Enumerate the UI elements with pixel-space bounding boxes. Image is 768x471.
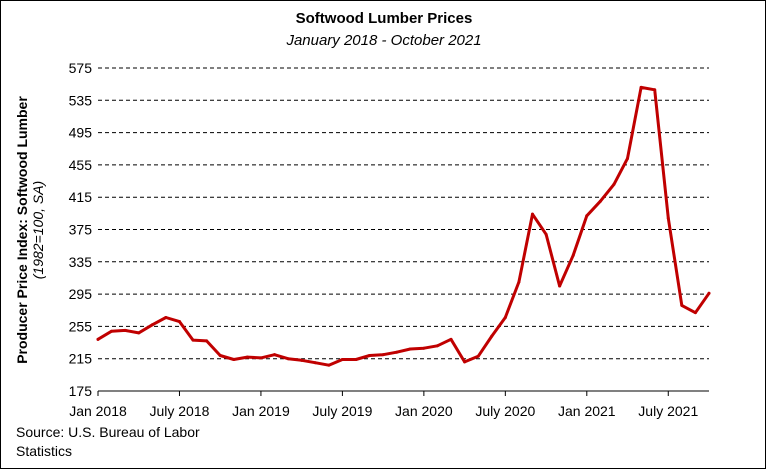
data-point bbox=[381, 353, 385, 357]
data-point bbox=[435, 344, 439, 348]
data-point bbox=[273, 353, 277, 357]
source-note: Source: U.S. Bureau of Labor Statistics bbox=[16, 424, 200, 459]
data-point bbox=[422, 346, 426, 350]
data-point bbox=[558, 284, 562, 288]
y-tick-label: 295 bbox=[69, 286, 93, 302]
series-group bbox=[96, 85, 711, 367]
y-tick-labels: 175 215 255 295 335 375 415 455 495 535 575 bbox=[69, 60, 93, 399]
y-tick-label: 335 bbox=[69, 254, 93, 270]
data-point bbox=[245, 355, 249, 359]
chart-subtitle: January 2018 - October 2021 bbox=[286, 32, 482, 49]
data-point bbox=[164, 316, 168, 320]
x-tick-label: July 2018 bbox=[149, 403, 209, 419]
data-point bbox=[707, 291, 711, 295]
data-point bbox=[463, 360, 467, 364]
data-point bbox=[177, 320, 181, 324]
data-point bbox=[137, 331, 141, 335]
data-point bbox=[340, 358, 344, 362]
data-point bbox=[585, 214, 589, 218]
y-tick-label: 455 bbox=[69, 157, 93, 173]
data-point bbox=[544, 232, 548, 236]
y-tick-label: 375 bbox=[69, 222, 93, 238]
x-tick-label: July 2021 bbox=[638, 403, 698, 419]
data-point bbox=[110, 329, 114, 333]
data-point bbox=[408, 347, 412, 351]
data-point bbox=[598, 199, 602, 203]
data-point bbox=[286, 357, 290, 361]
data-point bbox=[639, 85, 643, 89]
data-point bbox=[612, 182, 616, 186]
y-tick-label: 535 bbox=[69, 92, 93, 108]
y-tick-label: 255 bbox=[69, 318, 93, 334]
data-point bbox=[490, 334, 494, 338]
data-point bbox=[476, 354, 480, 358]
data-point bbox=[693, 311, 697, 315]
data-point bbox=[517, 280, 521, 284]
x-tick-label: Jan 2020 bbox=[395, 403, 453, 419]
chart-title: Softwood Lumber Prices bbox=[295, 10, 473, 27]
data-point bbox=[96, 337, 100, 341]
y-tick-label: 175 bbox=[69, 383, 93, 399]
data-point bbox=[368, 353, 372, 357]
data-point bbox=[218, 353, 222, 357]
data-point bbox=[232, 358, 236, 362]
data-point bbox=[354, 358, 358, 362]
data-point bbox=[327, 363, 331, 367]
y-tick-label: 215 bbox=[69, 351, 93, 367]
data-point bbox=[626, 156, 630, 160]
data-point bbox=[205, 339, 209, 343]
y-tick-label: 495 bbox=[69, 125, 93, 141]
data-point bbox=[666, 216, 670, 220]
data-point bbox=[150, 323, 154, 327]
data-point bbox=[300, 358, 304, 362]
x-axis: Jan 2018 July 2018 Jan 2019 July 2019 Jan 20… bbox=[69, 390, 709, 419]
data-point bbox=[259, 356, 263, 360]
x-tick-label: July 2020 bbox=[475, 403, 535, 419]
y-tick-label: 575 bbox=[69, 60, 93, 76]
data-point bbox=[680, 303, 684, 307]
y-tick-label: 415 bbox=[69, 189, 93, 205]
data-point bbox=[313, 361, 317, 365]
data-point bbox=[503, 316, 507, 320]
data-point bbox=[123, 328, 127, 332]
x-tick-label: July 2019 bbox=[312, 403, 372, 419]
x-tick-label: Jan 2018 bbox=[69, 403, 127, 419]
x-tick-label: Jan 2021 bbox=[558, 403, 616, 419]
x-tick-label: Jan 2019 bbox=[232, 403, 290, 419]
data-point bbox=[449, 337, 453, 341]
series-line bbox=[96, 85, 711, 367]
data-point bbox=[653, 88, 657, 92]
gridlines bbox=[98, 67, 709, 360]
data-point bbox=[530, 212, 534, 216]
data-point bbox=[191, 338, 195, 342]
data-point bbox=[395, 350, 399, 354]
data-point bbox=[571, 253, 575, 257]
